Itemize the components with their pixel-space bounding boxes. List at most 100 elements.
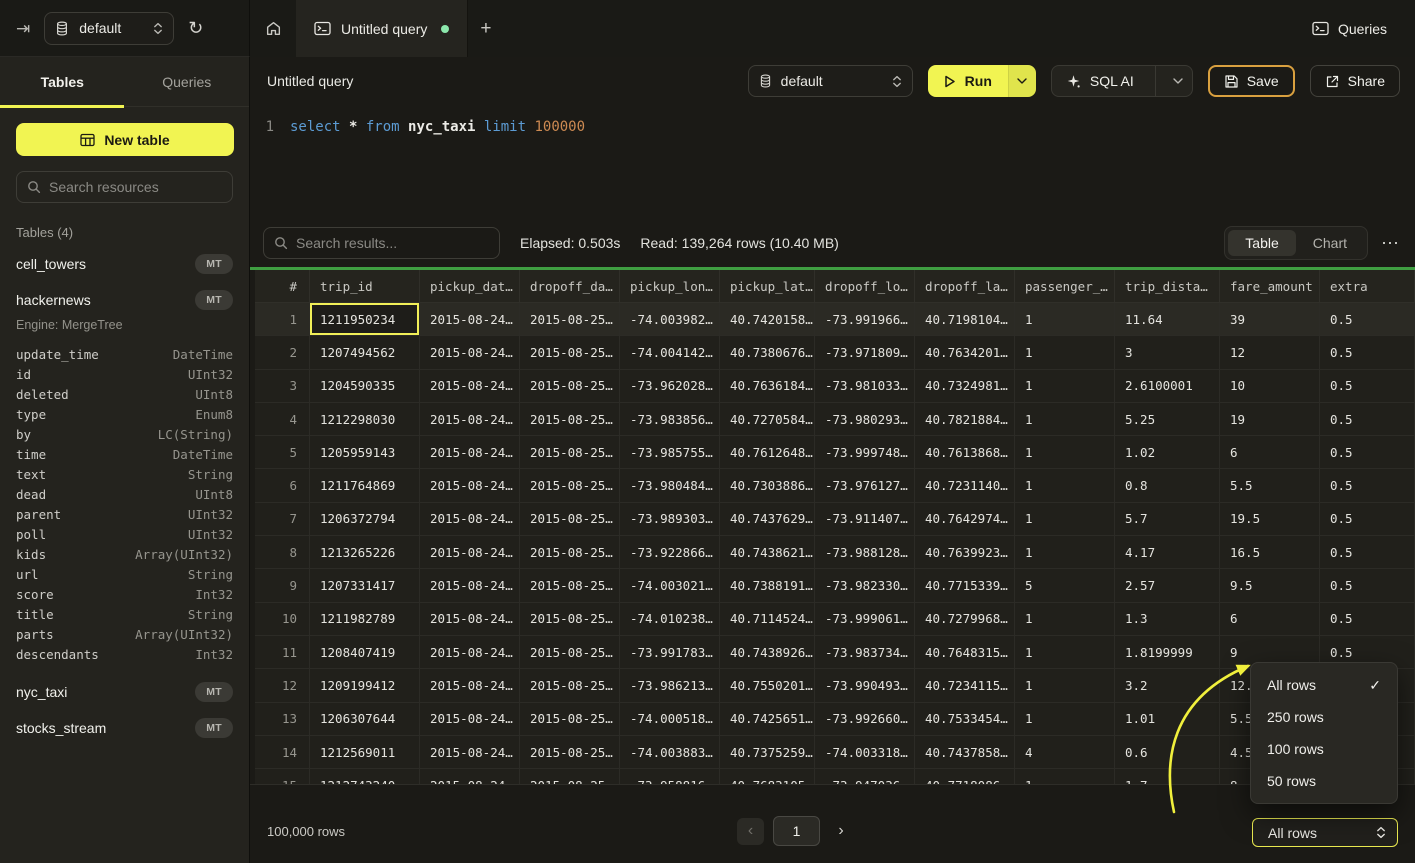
page-size-option-all-rows[interactable]: All rows ✓	[1251, 669, 1397, 701]
column-item-descendants[interactable]: descendants Int32	[16, 644, 233, 664]
column-item-by[interactable]: by LC(String)	[16, 424, 233, 444]
cell[interactable]: 1	[1015, 769, 1115, 784]
cell[interactable]: 2015-08-24…	[420, 735, 520, 769]
page-size-selector[interactable]: All rows	[1252, 818, 1398, 847]
view-toggle-table[interactable]: Table	[1228, 230, 1296, 256]
cell[interactable]: 2015-08-25…	[520, 735, 620, 769]
cell[interactable]: 4	[1015, 735, 1115, 769]
cell[interactable]: 0.5	[1320, 536, 1415, 569]
cell[interactable]: 2015-08-24…	[420, 702, 520, 735]
cell[interactable]: 5	[1015, 569, 1115, 602]
cell[interactable]: 0.6	[1115, 735, 1220, 769]
cell[interactable]: 1	[1015, 669, 1115, 702]
cell[interactable]: 0.8	[1115, 469, 1220, 502]
page-size-option-50-rows[interactable]: 50 rows	[1251, 765, 1397, 797]
column-item-url[interactable]: url String	[16, 564, 233, 584]
column-header-rownum[interactable]: #	[255, 270, 310, 302]
cell[interactable]: -73.999061…	[815, 602, 915, 635]
cell[interactable]: 2015-08-25…	[520, 369, 620, 402]
cell[interactable]: 1205959143	[310, 436, 420, 469]
cell[interactable]: 2015-08-25…	[520, 336, 620, 369]
view-toggle-chart[interactable]: Chart	[1312, 235, 1347, 251]
cell[interactable]: 1208407419	[310, 635, 420, 669]
cell[interactable]: 1.3	[1115, 602, 1220, 635]
column-header-trip_id[interactable]: trip_id	[310, 270, 420, 302]
column-item-time[interactable]: time DateTime	[16, 444, 233, 464]
cell[interactable]: 11.64	[1115, 303, 1220, 336]
cell[interactable]: 40.7715339…	[915, 569, 1015, 602]
cell[interactable]: 1209199412	[310, 669, 420, 702]
cell[interactable]: -74.003021…	[620, 569, 720, 602]
cell[interactable]: 40.7639923…	[915, 536, 1015, 569]
cell[interactable]: 40.7612648…	[720, 436, 815, 469]
cell[interactable]: 40.7270584…	[720, 402, 815, 436]
cell[interactable]: 10	[1220, 369, 1320, 402]
cell[interactable]: 16.5	[1220, 536, 1320, 569]
cell[interactable]: -74.004142…	[620, 336, 720, 369]
cell[interactable]: 2015-08-25…	[520, 602, 620, 635]
cell[interactable]: 1.02	[1115, 436, 1220, 469]
cell[interactable]: 2015-08-25…	[520, 702, 620, 735]
cell[interactable]: 40.7324981…	[915, 369, 1015, 402]
page-size-option-100-rows[interactable]: 100 rows	[1251, 733, 1397, 765]
cell[interactable]: 40.7648315…	[915, 635, 1015, 669]
cell[interactable]: 1	[1015, 502, 1115, 536]
cell[interactable]: 2015-08-24…	[420, 602, 520, 635]
tab-untitled-query[interactable]: Untitled query	[296, 0, 469, 57]
cell[interactable]: 2015-08-24…	[420, 635, 520, 669]
cell[interactable]: 40.7634201…	[915, 336, 1015, 369]
cell[interactable]: 1	[1015, 402, 1115, 436]
cell[interactable]: 9.5	[1220, 569, 1320, 602]
cell[interactable]: -73.983856…	[620, 402, 720, 436]
cell[interactable]: 40.7533454…	[915, 702, 1015, 735]
cell[interactable]: 0.5	[1320, 303, 1415, 336]
cell[interactable]: 40.7420158…	[720, 303, 815, 336]
cell[interactable]: -73.983734…	[815, 635, 915, 669]
cell[interactable]: 1	[1015, 336, 1115, 369]
cell[interactable]: 1212743240	[310, 769, 420, 784]
cell[interactable]: -73.982330…	[815, 569, 915, 602]
cell[interactable]: 40.7550201…	[720, 669, 815, 702]
sql-ai-button[interactable]: SQL AI	[1050, 65, 1193, 97]
cell[interactable]: 40.7636184…	[720, 369, 815, 402]
cell[interactable]: 40.7718086…	[915, 769, 1015, 784]
cell[interactable]: 0.5	[1320, 402, 1415, 436]
cell[interactable]: -73.989303…	[620, 502, 720, 536]
query-database-selector[interactable]: default	[747, 65, 913, 97]
cell[interactable]: 1211982789	[310, 602, 420, 635]
cell[interactable]: 40.7438621…	[720, 536, 815, 569]
share-button[interactable]: Share	[1309, 65, 1400, 97]
cell[interactable]: 6	[1220, 602, 1320, 635]
column-header-pickup_lat[interactable]: pickup_lat…	[720, 270, 815, 302]
cell[interactable]: 2015-08-25…	[520, 536, 620, 569]
cell[interactable]: 2015-08-25…	[520, 502, 620, 536]
cell[interactable]: -74.000518…	[620, 702, 720, 735]
cell[interactable]: 2015-08-24…	[420, 436, 520, 469]
column-item-kids[interactable]: kids Array(UInt32)	[16, 544, 233, 564]
cell[interactable]: -73.922866…	[620, 536, 720, 569]
cell[interactable]: 19	[1220, 402, 1320, 436]
cell[interactable]: -73.992660…	[815, 702, 915, 735]
column-header-pickup_dat[interactable]: pickup_dat…	[420, 270, 520, 302]
cell[interactable]: 40.7642974…	[915, 502, 1015, 536]
cell[interactable]: 40.7438926…	[720, 635, 815, 669]
queries-button[interactable]: Queries	[1312, 21, 1387, 37]
cell[interactable]: 2015-08-25…	[520, 769, 620, 784]
cell[interactable]: -73.991783…	[620, 635, 720, 669]
column-header-fare_amount[interactable]: fare_amount	[1220, 270, 1320, 302]
column-item-parts[interactable]: parts Array(UInt32)	[16, 624, 233, 644]
column-item-id[interactable]: id UInt32	[16, 364, 233, 384]
cell[interactable]: 1	[1015, 602, 1115, 635]
cell[interactable]: -73.911407…	[815, 502, 915, 536]
run-button[interactable]: Run	[927, 65, 1008, 97]
cell[interactable]: 0.5	[1320, 369, 1415, 402]
cell[interactable]: 5.7	[1115, 502, 1220, 536]
cell[interactable]: 9	[1220, 635, 1320, 669]
cell[interactable]: -73.958816…	[620, 769, 720, 784]
cell[interactable]: 1213265226	[310, 536, 420, 569]
column-header-dropoff_da[interactable]: dropoff_da…	[520, 270, 620, 302]
cell[interactable]: 0.5	[1320, 469, 1415, 502]
cell[interactable]: -74.010238…	[620, 602, 720, 635]
cell[interactable]: 2015-08-25…	[520, 669, 620, 702]
cell[interactable]: 40.7437858…	[915, 735, 1015, 769]
